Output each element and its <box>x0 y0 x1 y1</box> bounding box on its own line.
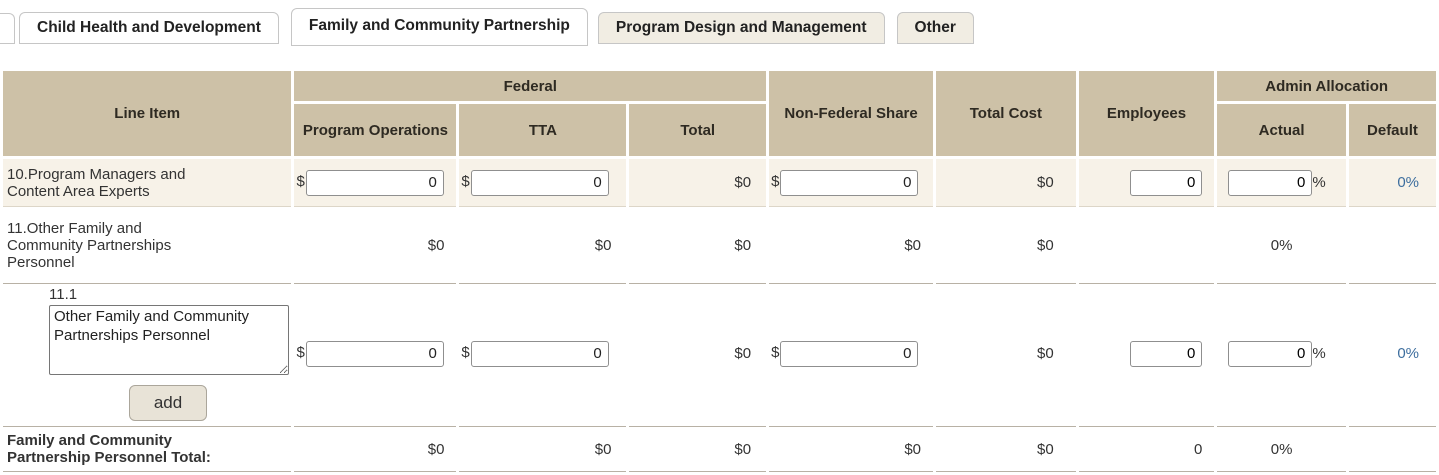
admin-default-link-11-1[interactable]: 0% <box>1348 283 1436 423</box>
employees-cell <box>1078 159 1215 207</box>
program-operations-input-11-1[interactable] <box>305 340 444 367</box>
line-item-10: 10.Program Managers and Content Area Exp… <box>3 159 292 207</box>
admin-actual-value-11: 0% <box>1217 210 1346 280</box>
tab-fragment-left <box>0 13 15 44</box>
federal-total-total: $0 <box>629 426 767 472</box>
line-item-11: 11.Other Family and Community Partnershi… <box>3 210 292 280</box>
admin-actual-input-11-1[interactable] <box>1228 340 1313 367</box>
header-program-operations: Program Operations <box>294 104 457 156</box>
currency-symbol: $ <box>461 344 470 362</box>
non-federal-share-value-11: $0 <box>769 210 934 280</box>
tab-label: Other <box>914 19 956 36</box>
tab-label: Child Health and Development <box>37 19 261 36</box>
admin-default-value-11 <box>1348 210 1436 280</box>
program-operations-cell: $ <box>294 159 457 207</box>
line-item-description-textarea[interactable]: Other Family and Community Partnerships … <box>49 305 289 375</box>
header-federal: Federal <box>294 71 767 101</box>
tab-label: Family and Community Partnership <box>308 17 570 34</box>
header-actual: Actual <box>1217 104 1346 156</box>
total-cost-value-11-1: $0 <box>936 283 1076 423</box>
employees-value-11 <box>1078 210 1215 280</box>
program-operations-total: $0 <box>294 426 457 472</box>
employees-total: 0 <box>1078 426 1215 472</box>
tab-family-and-community-partnership[interactable]: Family and Community Partnership <box>290 8 588 46</box>
non-federal-share-cell: $ <box>769 283 934 423</box>
program-operations-cell: $ <box>294 283 457 423</box>
federal-total-value-11: $0 <box>629 210 767 280</box>
program-operations-value-11: $0 <box>294 210 457 280</box>
employees-input-11-1[interactable] <box>1130 340 1203 367</box>
tta-total: $0 <box>459 426 627 472</box>
header-tta: TTA <box>459 104 627 156</box>
admin-actual-cell: % <box>1217 283 1346 423</box>
total-cost-value-10: $0 <box>936 159 1076 207</box>
table-row-11-1: 11.1 Other Family and Community Partners… <box>3 283 1436 423</box>
header-total-cost: Total Cost <box>936 71 1076 156</box>
header-total: Total <box>629 104 767 156</box>
line-item-11-1: 11.1 Other Family and Community Partners… <box>3 283 292 423</box>
tab-label: Program Design and Management <box>615 19 867 36</box>
currency-symbol: $ <box>296 173 305 191</box>
header-admin-allocation: Admin Allocation <box>1217 71 1436 101</box>
tta-input-11-1[interactable] <box>470 340 609 367</box>
currency-symbol: $ <box>461 173 470 191</box>
admin-actual-cell: % <box>1217 159 1346 207</box>
admin-actual-input-10[interactable] <box>1228 169 1313 196</box>
program-operations-input-10[interactable] <box>305 169 444 196</box>
non-federal-share-input-10[interactable] <box>780 169 919 196</box>
header-line-item: Line Item <box>3 71 292 156</box>
federal-total-value-11-1: $0 <box>629 283 767 423</box>
tab-other[interactable]: Other <box>896 12 974 44</box>
tta-cell: $ <box>459 159 627 207</box>
admin-actual-total: 0% <box>1217 426 1346 472</box>
non-federal-share-input-11-1[interactable] <box>780 340 919 367</box>
add-button[interactable]: add <box>129 385 207 421</box>
total-row-label: Family and Community Partnership Personn… <box>3 426 292 472</box>
currency-symbol: $ <box>771 344 780 362</box>
admin-default-link-10[interactable]: 0% <box>1348 159 1436 207</box>
total-cost-total: $0 <box>936 426 1076 472</box>
total-cost-value-11: $0 <box>936 210 1076 280</box>
employees-input-10[interactable] <box>1130 169 1203 196</box>
table-row-11: 11.Other Family and Community Partnershi… <box>3 210 1436 280</box>
table-row-10: 10.Program Managers and Content Area Exp… <box>3 159 1436 207</box>
tta-input-10[interactable] <box>470 169 609 196</box>
employees-cell <box>1078 283 1215 423</box>
currency-symbol: $ <box>296 344 305 362</box>
tta-cell: $ <box>459 283 627 423</box>
header-non-federal-share: Non-Federal Share <box>769 71 934 156</box>
tab-program-design-and-management[interactable]: Program Design and Management <box>597 12 885 44</box>
non-federal-share-total: $0 <box>769 426 934 472</box>
currency-symbol: $ <box>771 173 780 191</box>
tab-strip: Child Health and Development Family and … <box>0 0 1439 46</box>
header-employees: Employees <box>1078 71 1215 156</box>
percent-symbol: % <box>1312 344 1326 362</box>
table-row-total: Family and Community Partnership Personn… <box>3 426 1436 472</box>
tab-child-health-and-development[interactable]: Child Health and Development <box>19 12 279 44</box>
non-federal-share-cell: $ <box>769 159 934 207</box>
tta-value-11: $0 <box>459 210 627 280</box>
federal-total-value-10: $0 <box>629 159 767 207</box>
line-item-number: 11.1 <box>49 286 78 303</box>
header-default: Default <box>1348 104 1436 156</box>
admin-default-total <box>1348 426 1436 472</box>
percent-symbol: % <box>1312 173 1326 191</box>
budget-table: Line Item Federal Non-Federal Share Tota… <box>0 68 1439 475</box>
